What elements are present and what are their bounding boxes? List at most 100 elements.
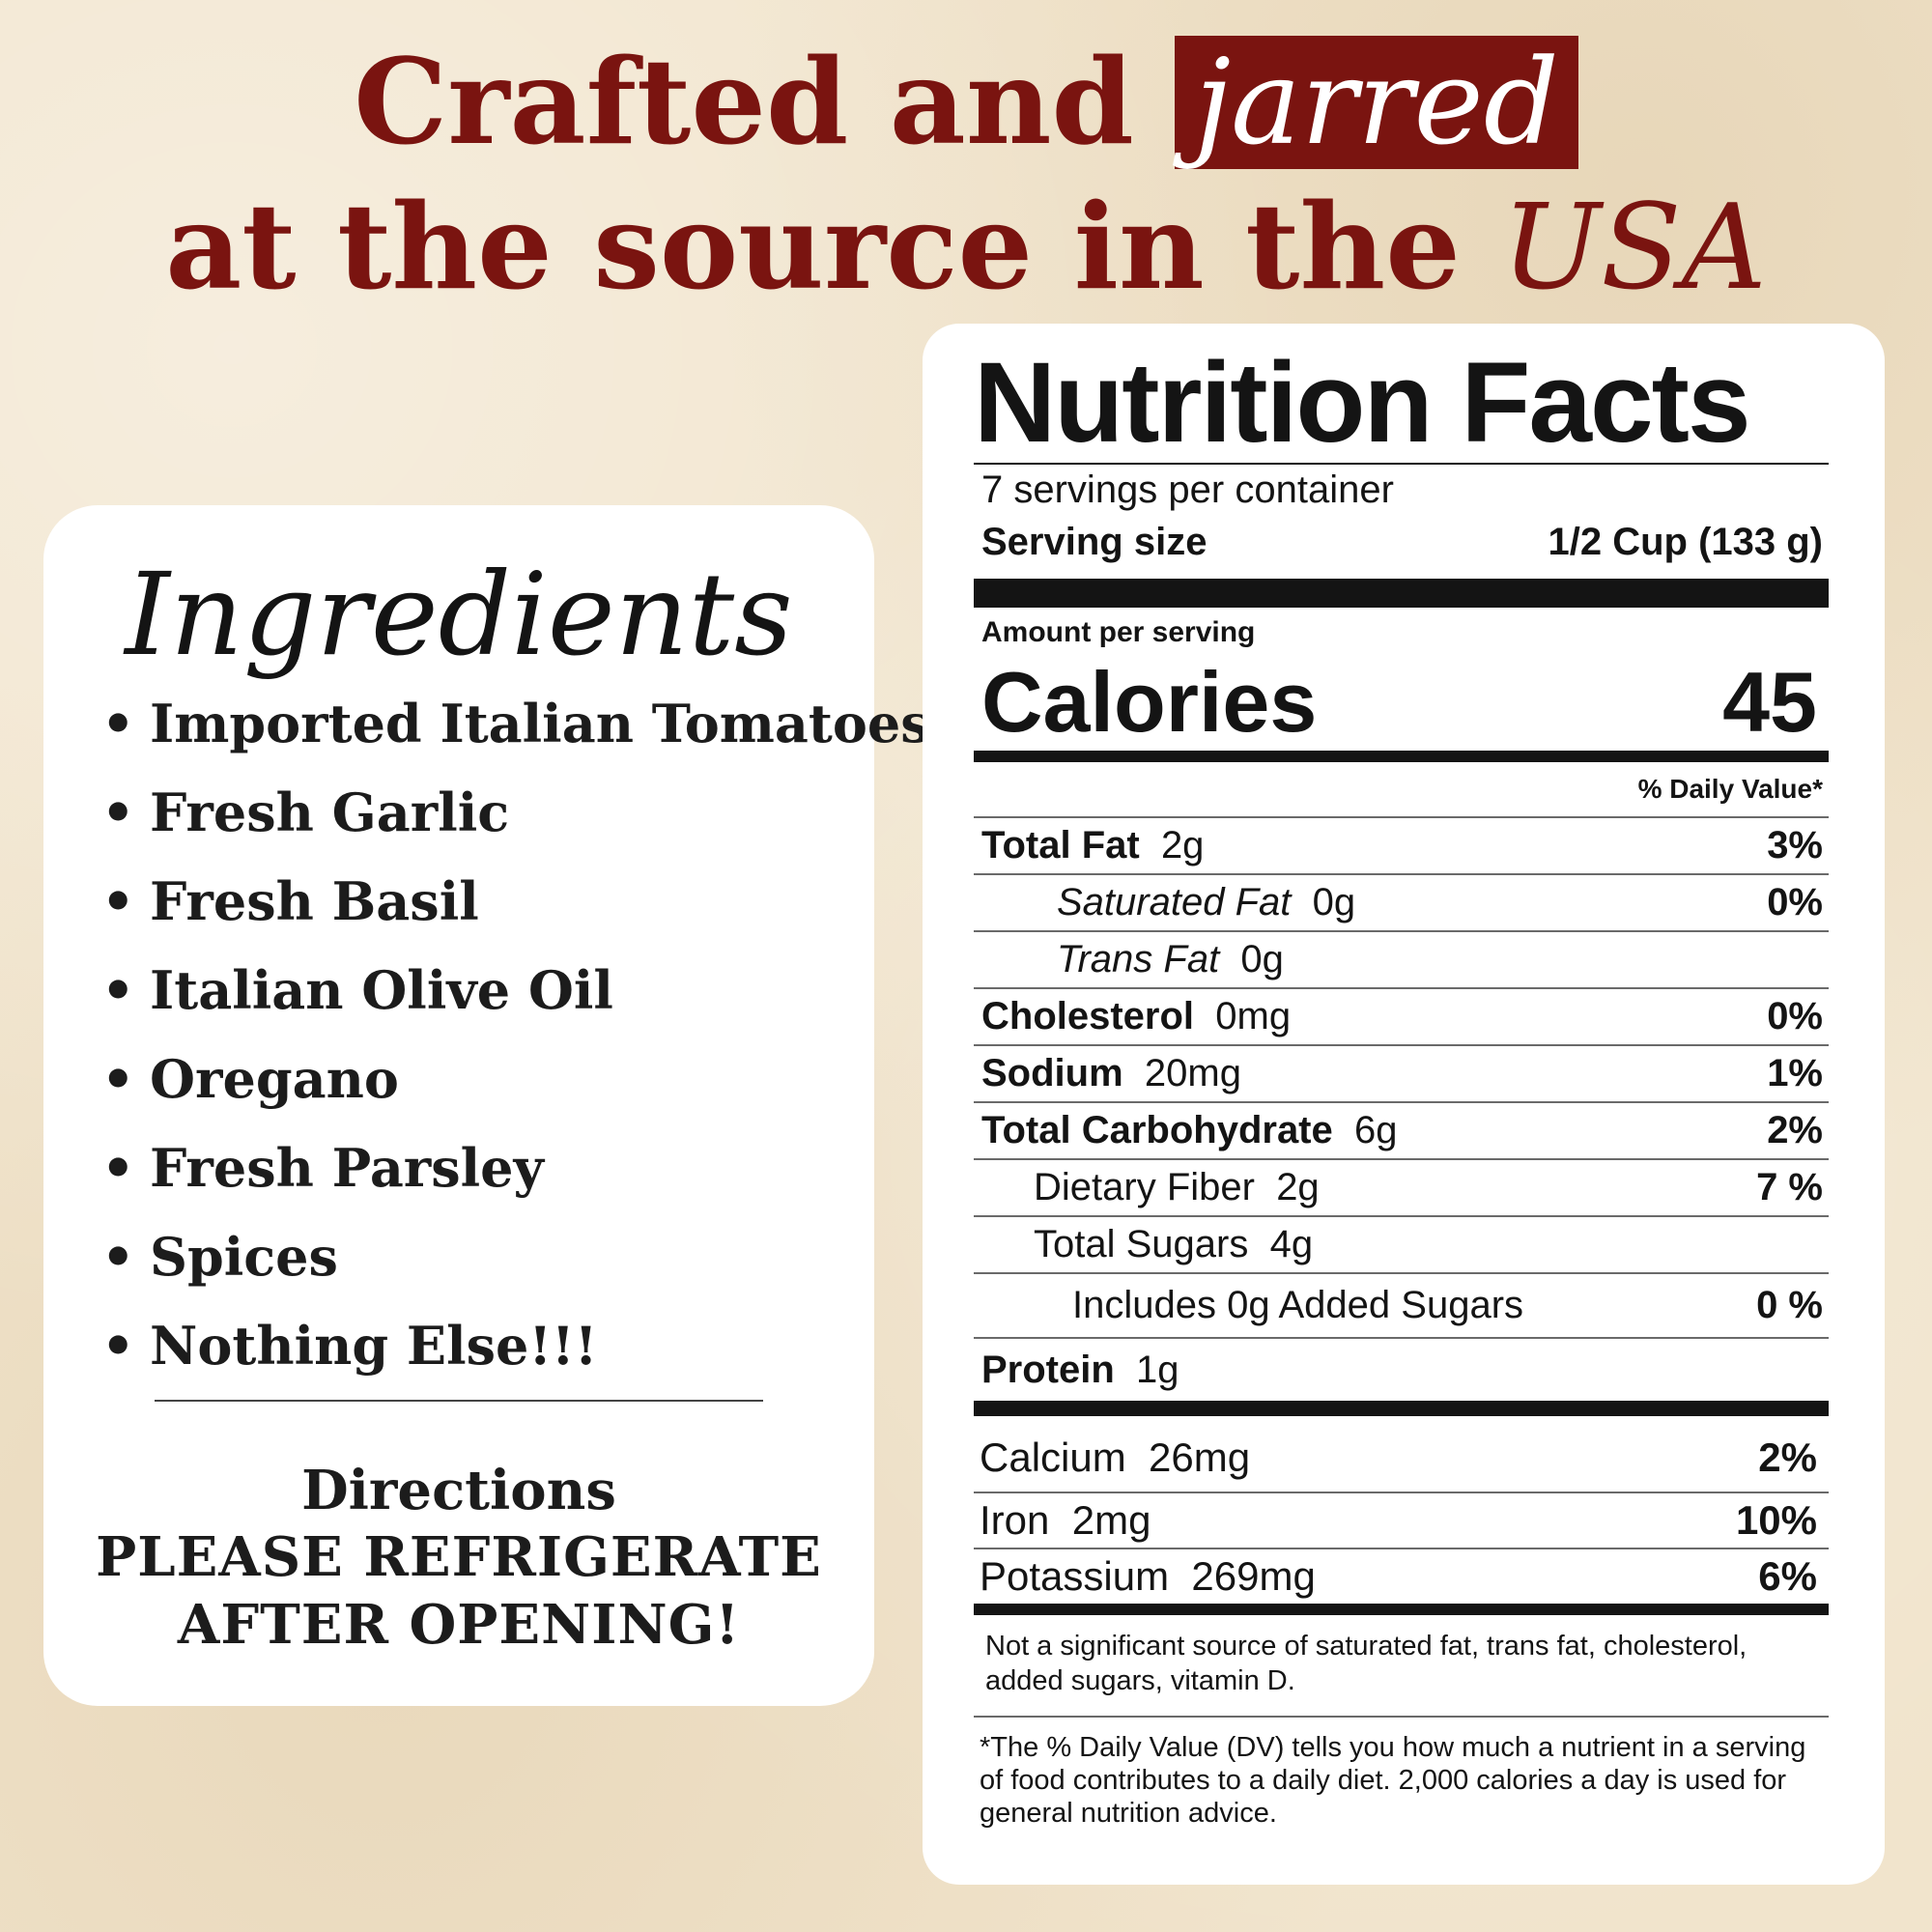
vitamin-dv: 6%	[1758, 1553, 1817, 1599]
bullet-icon: •	[101, 781, 135, 843]
ingredient-label: Fresh Garlic	[150, 781, 510, 843]
nutrient-dv: 2%	[1767, 1109, 1823, 1151]
headline-usa: USA	[1501, 179, 1767, 316]
nutrient-amount: 0g	[1240, 938, 1284, 980]
nutrient-label: Protein	[981, 1348, 1115, 1391]
headline-line-1: Crafted and jarred	[0, 29, 1932, 174]
amount-per-serving: Amount per serving	[981, 616, 1256, 648]
bullet-icon: •	[101, 1048, 135, 1110]
ingredient-item: • Oregano	[101, 1035, 930, 1123]
serving-size-label: Serving size	[981, 521, 1208, 563]
nutrient-row-sodium: Sodium 20mg 1%	[974, 1044, 1829, 1101]
bullet-icon: •	[101, 870, 135, 932]
ingredient-item: • Spices	[101, 1212, 930, 1301]
footnote-daily-value: *The % Daily Value (DV) tells you how mu…	[974, 1716, 1829, 1830]
medium-divider	[974, 1604, 1829, 1615]
footnote-not-significant: Not a significant source of saturated fa…	[985, 1631, 1747, 1696]
ingredients-title: Ingredients	[125, 548, 793, 681]
ingredient-label: Spices	[150, 1226, 338, 1288]
nutrient-amount: 0mg	[1215, 995, 1292, 1037]
ingredient-label: Italian Olive Oil	[150, 959, 613, 1021]
ingredients-divider	[155, 1400, 763, 1402]
nutrient-label: Dietary Fiber	[1034, 1166, 1255, 1208]
ingredient-item: • Fresh Basil	[101, 857, 930, 946]
nutrition-facts-card: Nutrition Facts 7 servings per container…	[923, 324, 1885, 1885]
directions-line-1: PLEASE REFRIGERATE	[96, 1525, 822, 1589]
ingredients-card: Ingredients • Imported Italian Tomatoes •…	[43, 505, 930, 1706]
nutrient-row-trans-fat: Trans Fat 0g	[974, 930, 1829, 987]
calories-row: Calories 45	[974, 650, 1829, 751]
nutrient-dv: 0 %	[1756, 1284, 1823, 1326]
headline-crafted-and: Crafted and	[354, 32, 1134, 171]
nutrient-amount: 0g	[1312, 881, 1356, 923]
servings-per-container: 7 servings per container	[981, 469, 1394, 511]
nutrient-row-total-fat: Total Fat 2g 3%	[974, 816, 1829, 873]
ingredient-label: Fresh Basil	[150, 870, 479, 932]
nutrient-amount: 2g	[1276, 1166, 1320, 1208]
vitamin-label: Iron	[980, 1497, 1050, 1543]
nutrient-label: Total Fat	[981, 824, 1140, 867]
nutrient-dv: 3%	[1767, 824, 1823, 867]
daily-value-header: % Daily Value*	[1637, 774, 1823, 804]
headline-source-text: at the source in the	[165, 177, 1461, 316]
bullet-icon: •	[101, 1226, 135, 1288]
nutrient-label: Sodium	[981, 1052, 1123, 1094]
ingredient-item: • Imported Italian Tomatoes	[101, 679, 930, 768]
nutrient-label: Includes 0g Added Sugars	[1072, 1284, 1524, 1326]
ingredients-list: • Imported Italian Tomatoes • Fresh Garlic…	[101, 679, 930, 1390]
medium-divider	[974, 751, 1829, 762]
directions-line-2: AFTER OPENING!	[177, 1593, 741, 1657]
ingredient-item: • Fresh Parsley	[101, 1123, 930, 1212]
ingredient-label: Oregano	[150, 1048, 399, 1110]
nutrient-row-total-sugars: Total Sugars 4g	[974, 1215, 1829, 1272]
nutrient-label: Total Sugars	[1034, 1223, 1249, 1265]
nutrient-amount: 1g	[1136, 1348, 1179, 1391]
calories-value: 45	[1722, 654, 1817, 750]
ingredient-label: Imported Italian Tomatoes	[150, 693, 930, 754]
vitamin-amount: 26mg	[1149, 1435, 1251, 1480]
vitamin-label: Potassium	[980, 1553, 1170, 1599]
nutrient-dv: 1%	[1767, 1052, 1823, 1094]
divider	[974, 463, 1829, 465]
nutrient-label: Cholesterol	[981, 995, 1195, 1037]
nutrient-row-saturated-fat: Saturated Fat 0g 0%	[974, 873, 1829, 930]
vitamin-row-iron: Iron 2mg 10%	[974, 1492, 1829, 1548]
nutrient-label: Trans Fat	[1057, 938, 1220, 980]
ingredient-label: Fresh Parsley	[150, 1137, 544, 1199]
headline-jarred-highlight: jarred	[1175, 36, 1578, 169]
vitamin-label: Calcium	[980, 1435, 1126, 1480]
nutrient-dv: 0%	[1767, 881, 1823, 923]
bullet-icon: •	[101, 959, 135, 1021]
nutrient-dv: 0%	[1767, 995, 1823, 1037]
nutrient-row-dietary-fiber: Dietary Fiber 2g 7 %	[974, 1158, 1829, 1215]
nutrient-row-cholesterol: Cholesterol 0mg 0%	[974, 987, 1829, 1044]
nutrient-amount: 6g	[1353, 1109, 1398, 1151]
ingredient-item: • Fresh Garlic	[101, 768, 930, 857]
calories-label: Calories	[981, 654, 1318, 750]
vitamin-amount: 2mg	[1071, 1497, 1151, 1543]
heavy-divider	[974, 1401, 1829, 1416]
vitamin-amount: 269mg	[1191, 1553, 1316, 1599]
thick-divider	[974, 579, 1829, 608]
nutrient-amount: 4g	[1269, 1223, 1314, 1265]
vitamin-row-calcium: Calcium 26mg 2%	[974, 1416, 1829, 1492]
ingredient-label: Nothing Else!!!	[150, 1315, 598, 1377]
nutrient-label: Saturated Fat	[1057, 881, 1292, 923]
vitamin-row-potassium: Potassium 269mg 6%	[974, 1548, 1829, 1604]
vitamin-dv: 10%	[1735, 1497, 1817, 1543]
nutrient-row-protein: Protein 1g	[974, 1337, 1829, 1401]
nutrient-amount: 2g	[1160, 824, 1205, 867]
nutrient-row-total-carbohydrate: Total Carbohydrate 6g 2%	[974, 1101, 1829, 1158]
nutrient-dv: 7 %	[1756, 1166, 1823, 1208]
bullet-icon: •	[101, 693, 135, 754]
serving-size-value: 1/2 Cup (133 g)	[1548, 521, 1823, 563]
directions-heading: Directions	[301, 1459, 616, 1522]
serving-size-row: Serving size 1/2 Cup (133 g)	[981, 515, 1829, 579]
vitamin-dv: 2%	[1758, 1435, 1817, 1480]
ingredient-item: • Italian Olive Oil	[101, 946, 930, 1035]
servings-block: 7 servings per container Serving size 1/…	[974, 465, 1829, 579]
nutrient-label: Total Carbohydrate	[981, 1109, 1333, 1151]
nutrition-facts-title: Nutrition Facts	[974, 339, 1751, 467]
bullet-icon: •	[101, 1137, 135, 1199]
bullet-icon: •	[101, 1315, 135, 1377]
